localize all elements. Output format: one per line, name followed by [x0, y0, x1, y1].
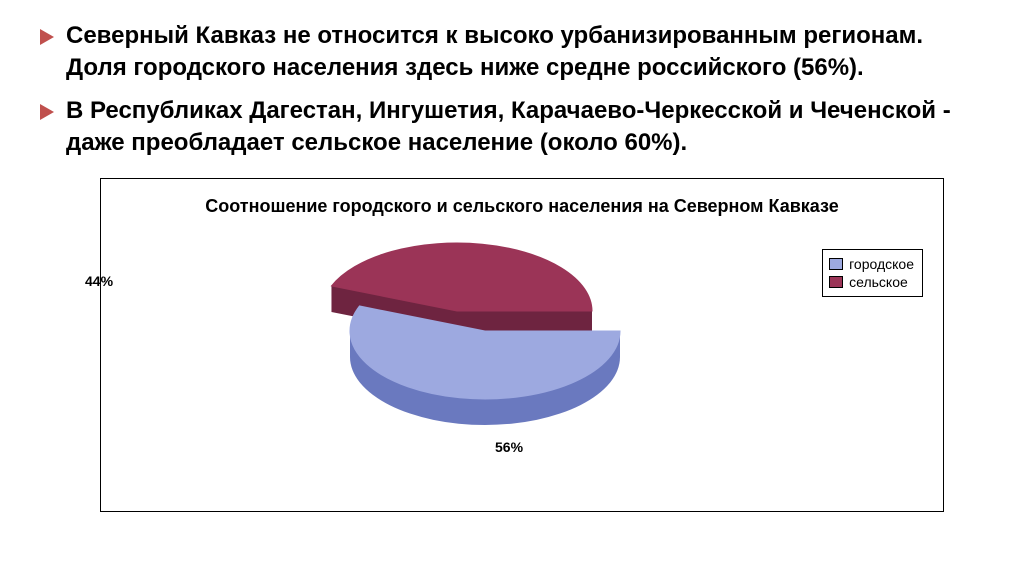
- legend-label: сельское: [849, 274, 908, 290]
- chart-title: Соотношение городского и сельского насел…: [115, 195, 929, 218]
- bullet-marker-icon: [40, 29, 54, 45]
- legend-item-urban: городское: [829, 256, 914, 272]
- legend-item-rural: сельское: [829, 274, 914, 290]
- data-label-urban: 56%: [495, 439, 523, 455]
- legend: городское сельское: [822, 249, 923, 297]
- legend-swatch-icon: [829, 258, 843, 270]
- pie-chart: [315, 225, 715, 470]
- bullet-text: В Республиках Дагестан, Ингушетия, Карач…: [66, 95, 984, 160]
- bullet-item: В Республиках Дагестан, Ингушетия, Карач…: [40, 95, 984, 160]
- data-label-rural: 44%: [85, 273, 113, 289]
- bullet-list: Северный Кавказ не относится к высоко ур…: [40, 20, 984, 160]
- legend-swatch-icon: [829, 276, 843, 288]
- bullet-item: Северный Кавказ не относится к высоко ур…: [40, 20, 984, 85]
- chart-frame: Соотношение городского и сельского насел…: [100, 178, 944, 512]
- bullet-text: Северный Кавказ не относится к высоко ур…: [66, 20, 984, 85]
- legend-label: городское: [849, 256, 914, 272]
- bullet-marker-icon: [40, 104, 54, 120]
- chart-body: 44% 56% городское сельское: [115, 225, 929, 465]
